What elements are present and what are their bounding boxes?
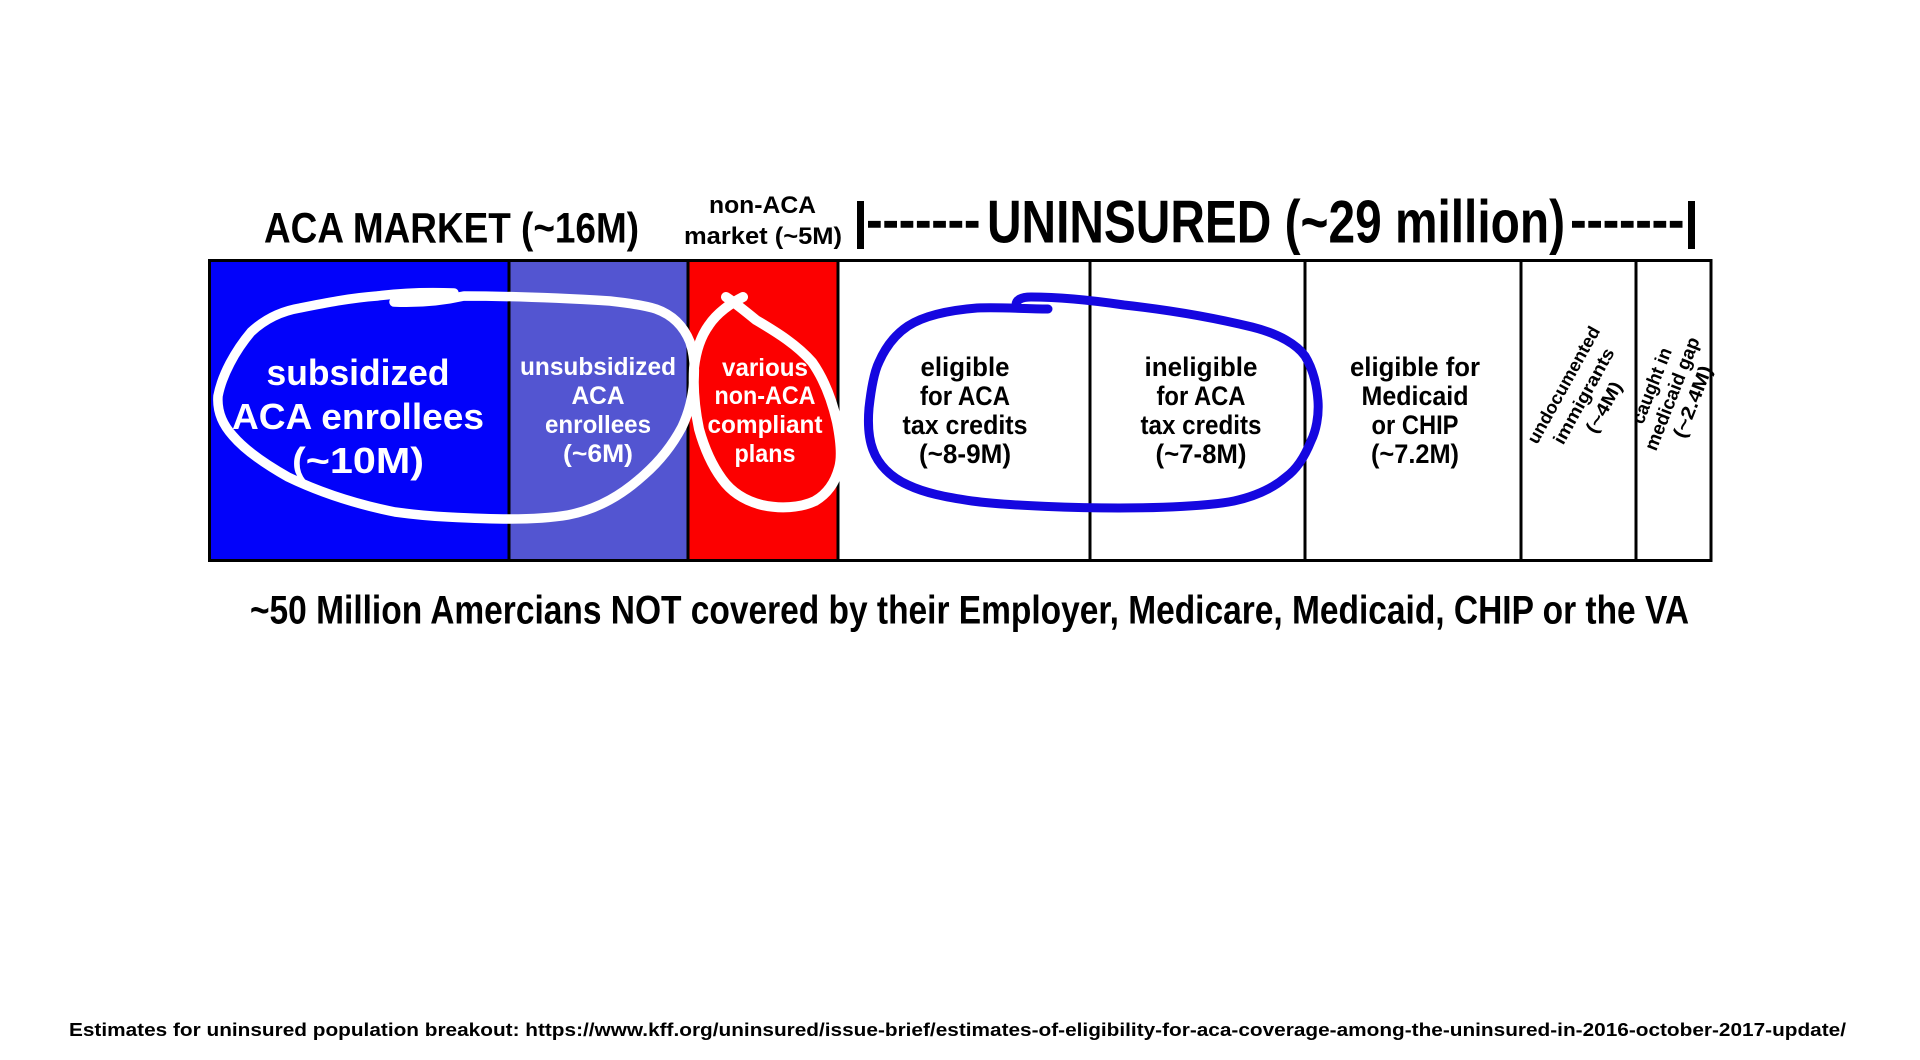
svg-text:subsidized: subsidized: [267, 352, 450, 393]
svg-text:market (~5M): market (~5M): [684, 223, 842, 250]
svg-text:ACA MARKET (~16M): ACA MARKET (~16M): [264, 205, 639, 253]
svg-text:for ACA: for ACA: [1157, 381, 1246, 411]
svg-text:(~7.2M): (~7.2M): [1371, 439, 1459, 469]
svg-text:(~8-9M): (~8-9M): [919, 439, 1011, 469]
svg-text:non-ACA: non-ACA: [709, 192, 816, 219]
svg-text:or CHIP: or CHIP: [1372, 410, 1459, 440]
svg-text:unsubsidized: unsubsidized: [520, 353, 676, 381]
svg-text:for ACA: for ACA: [920, 381, 1010, 411]
svg-text:ineligible: ineligible: [1145, 352, 1258, 382]
svg-text:tax credits: tax credits: [1141, 410, 1262, 440]
svg-text:~50 Million Amercians NOT cove: ~50 Million Amercians NOT covered by the…: [250, 589, 1689, 633]
svg-text:plans: plans: [735, 440, 796, 468]
svg-text:eligible: eligible: [921, 352, 1010, 382]
svg-text:(~6M): (~6M): [563, 440, 633, 468]
svg-text:tax credits: tax credits: [903, 410, 1028, 440]
svg-text:(~10M): (~10M): [292, 440, 424, 481]
svg-text:(~7-8M): (~7-8M): [1156, 439, 1247, 469]
svg-text:UNINSURED (~29 million): UNINSURED (~29 million): [987, 188, 1565, 255]
svg-text:ACA enrollees: ACA enrollees: [232, 396, 484, 437]
svg-text:non-ACA: non-ACA: [715, 382, 816, 410]
svg-text:Medicaid: Medicaid: [1362, 381, 1469, 411]
svg-text:eligible for: eligible for: [1350, 352, 1480, 382]
svg-text:Estimates for uninsured popula: Estimates for uninsured population break…: [69, 1020, 1846, 1040]
svg-text:ACA: ACA: [572, 382, 625, 410]
svg-text:enrollees: enrollees: [545, 411, 651, 439]
svg-text:various: various: [722, 354, 808, 382]
svg-text:compliant: compliant: [708, 411, 824, 439]
